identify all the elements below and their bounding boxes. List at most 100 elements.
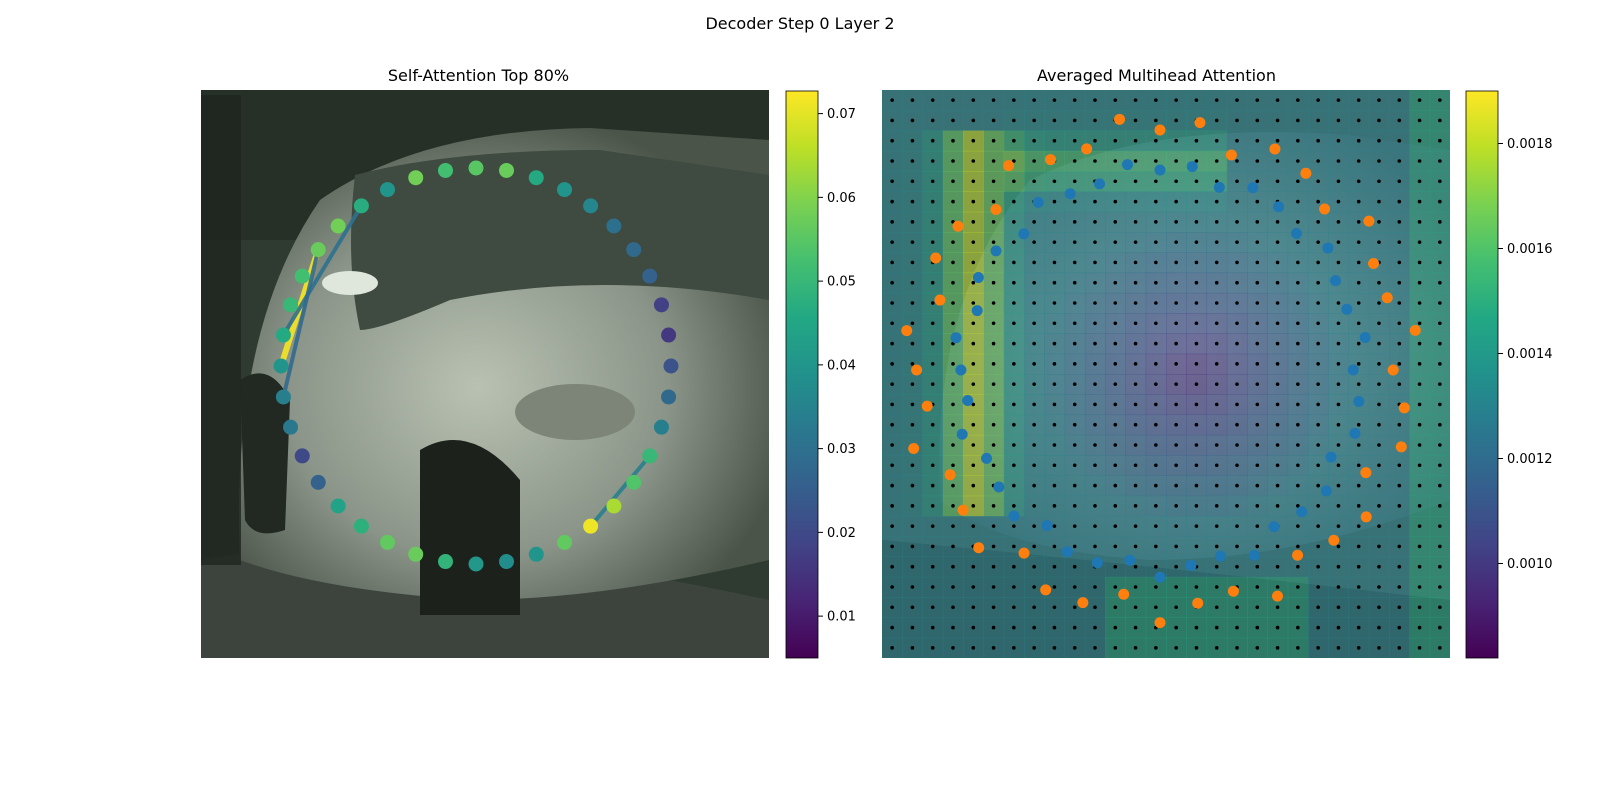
grid-dot (890, 463, 894, 468)
grid-dot (1032, 402, 1036, 407)
grid-dot (1316, 199, 1320, 204)
blue-point (1296, 506, 1308, 518)
grid-dot (1032, 118, 1036, 123)
grid-dot (1316, 443, 1320, 447)
blue-point (1154, 164, 1166, 176)
grid-dot (1336, 504, 1341, 508)
attention-node (606, 498, 622, 514)
grid-dot (1356, 524, 1361, 528)
grid-dot (1235, 402, 1239, 407)
grid-dot (1356, 544, 1361, 549)
grid-dot (1296, 443, 1300, 447)
grid-dot (1316, 646, 1320, 650)
grid-dot (1336, 159, 1341, 163)
grid-dot (1356, 382, 1361, 386)
grid-dot (890, 646, 894, 650)
grid-dot (1377, 544, 1381, 549)
grid-dot (1235, 605, 1239, 610)
grid-dot (1296, 504, 1300, 508)
grid-dot (1417, 341, 1422, 346)
grid-dot (890, 362, 894, 366)
grid-dot (1316, 138, 1320, 143)
grid-dot (1377, 321, 1381, 326)
grid-dot (930, 199, 935, 204)
blue-point (993, 481, 1005, 493)
attention-node (626, 242, 642, 258)
grid-dot (1093, 341, 1097, 346)
grid-dot (1113, 341, 1118, 346)
grid-dot (1012, 301, 1016, 305)
grid-dot (1113, 585, 1118, 589)
grid-dot (971, 585, 976, 589)
grid-dot (1316, 422, 1320, 427)
orange-point (1040, 584, 1052, 596)
orange-point (1409, 324, 1421, 336)
orange-point (1328, 534, 1340, 546)
grid-dot (1438, 544, 1442, 549)
grid-dot (1093, 260, 1097, 265)
grid-dot (1052, 402, 1057, 407)
attention-node (557, 182, 573, 198)
grid-dot (1255, 443, 1260, 447)
grid-dot (1093, 159, 1097, 163)
grid-dot (1133, 280, 1138, 285)
grid-dot (1417, 443, 1422, 447)
grid-dot (1296, 280, 1300, 285)
grid-dot (1113, 98, 1118, 102)
grid-dot (951, 301, 955, 305)
colorbar-right (1465, 90, 1499, 659)
grid-dot (1174, 159, 1178, 163)
blue-point-series (950, 159, 1371, 583)
grid-dot (1032, 504, 1036, 508)
grid-dot (1194, 280, 1199, 285)
grid-dot (1154, 280, 1158, 285)
grid-dot (1235, 260, 1239, 265)
grid-dot (1255, 220, 1260, 224)
grid-dot (1336, 625, 1341, 630)
grid-dot (1012, 585, 1016, 589)
grid-dot (1438, 260, 1442, 265)
grid-dot (1032, 179, 1036, 184)
grid-dot (1356, 260, 1361, 265)
grid-dot (951, 118, 955, 123)
grid-dot (951, 260, 955, 265)
grid-dot (1397, 301, 1402, 305)
grid-dot (991, 585, 996, 589)
grid-dot (1072, 199, 1077, 204)
grid-dot (1194, 159, 1199, 163)
grid-dot (1072, 585, 1077, 589)
grid-dot (1032, 524, 1036, 528)
grid-dot (1113, 159, 1118, 163)
attention-node (353, 198, 369, 214)
grid-dot (1194, 402, 1199, 407)
grid-dot (1133, 118, 1138, 123)
grid-dot (1316, 321, 1320, 326)
grid-dot (930, 625, 935, 630)
grid-dot (971, 280, 976, 285)
orange-point (1018, 547, 1030, 559)
grid-dot (1113, 625, 1118, 630)
grid-dot (1032, 240, 1036, 244)
grid-dot (1174, 504, 1178, 508)
attention-node (499, 162, 515, 178)
grid-dot (1397, 422, 1402, 427)
grid-dot (1133, 463, 1138, 468)
grid-dot (991, 625, 996, 630)
grid-dot (1214, 341, 1219, 346)
grid-dot (1194, 483, 1199, 488)
grid-dot (1275, 301, 1280, 305)
grid-dot (1235, 504, 1239, 508)
blue-point (1248, 549, 1260, 561)
grid-dot (991, 138, 996, 143)
grid-dot (1052, 585, 1057, 589)
attention-node (294, 448, 310, 464)
grid-dot (1296, 301, 1300, 305)
grid-dot (1296, 422, 1300, 427)
grid-dot (1174, 605, 1178, 610)
grid-dot (1154, 544, 1158, 549)
blue-point (1347, 364, 1359, 376)
grid-dot (1235, 98, 1239, 102)
attention-node (642, 268, 658, 284)
grid-dot (1377, 159, 1381, 163)
attention-node (528, 546, 544, 562)
